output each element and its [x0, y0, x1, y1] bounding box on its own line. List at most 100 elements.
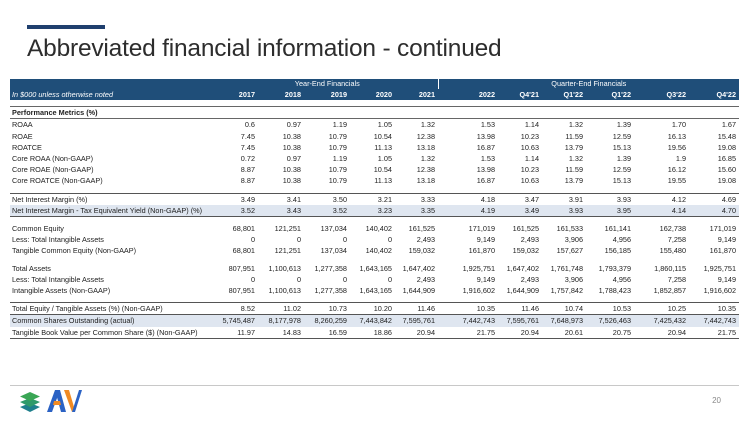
table-cell: 3.52: [217, 204, 258, 218]
table-cell: 1,647,402: [506, 263, 540, 273]
table-cell: 10.38: [282, 142, 301, 152]
row-label: Tangible Book Value per Common Share ($)…: [10, 326, 217, 339]
table-row: Common Shares Outstanding (actual) 5,745,…: [10, 314, 740, 327]
table-cell: 0: [342, 235, 347, 245]
table-cell: 7,258: [667, 274, 687, 284]
table-cell: 1,793,379: [598, 263, 632, 273]
col-header: Q1'22: [542, 89, 587, 101]
table-cell: 159,032: [512, 246, 540, 256]
table-cell: 19.56: [667, 142, 687, 152]
table-row: Tangible Common Equity (Non-GAAP) 68,801 1…: [10, 245, 739, 256]
table-cell: 15.60: [717, 165, 737, 175]
row-label: Tangible Common Equity (Non-GAAP): [12, 246, 137, 256]
table-cell: 10.79: [328, 176, 347, 186]
table-cell: 2,493: [520, 274, 540, 284]
table-cell: 8.52: [217, 302, 258, 315]
table-cell: 13.79: [564, 176, 584, 186]
col-header: Q3'22: [634, 89, 690, 101]
table-cell: 1,852,857: [653, 286, 687, 296]
row-label: Net Interest Margin - Tax Equivalent Yie…: [10, 204, 217, 218]
table-cell: 11.97: [217, 326, 258, 339]
table-cell: 16.87: [476, 142, 496, 152]
table-cell: 4.14: [634, 204, 690, 218]
table-cell: 137,034: [320, 246, 347, 256]
table-cell: 3.33: [395, 192, 439, 205]
table-cell: 161,525: [408, 224, 436, 234]
table-cell: 0: [250, 274, 255, 284]
table-cell: 0: [387, 274, 392, 284]
table-cell: 0: [296, 274, 301, 284]
table-cell: 1,761,748: [550, 263, 584, 273]
table-cell: 0: [387, 235, 392, 245]
table-cell: 7,526,463: [586, 314, 635, 327]
table-cell: 8,260,259: [304, 314, 350, 327]
table-cell: 1.32: [568, 120, 584, 130]
row-label: Net Interest Margin (%): [10, 192, 217, 205]
table-cell: 3,906: [564, 235, 584, 245]
col-header: 2020: [350, 89, 395, 101]
table-cell: 0.97: [286, 154, 301, 164]
table-cell: 1,277,358: [314, 286, 347, 296]
table-cell: 161,870: [468, 246, 496, 256]
table-cell: 3.49: [217, 192, 258, 205]
table-cell: 21.75: [438, 326, 499, 339]
table-cell: 19.55: [667, 176, 687, 186]
table-cell: 10.35: [689, 302, 740, 315]
row-label: Less: Total Intangible Assets: [12, 274, 104, 284]
table-cell: 20.94: [395, 326, 439, 339]
col-header: 2018: [258, 89, 304, 101]
table-cell: 2,493: [416, 274, 436, 284]
table-cell: 8,177,978: [258, 314, 304, 327]
table-row: Intangible Assets (Non-GAAP) 807,951 1,100…: [10, 285, 739, 296]
table-cell: 11.59: [565, 131, 584, 141]
table-cell: 12.38: [416, 131, 436, 141]
table-cell: 15.13: [612, 176, 632, 186]
table-cell: 3.35: [395, 204, 439, 218]
table-cell: 10.20: [350, 302, 395, 315]
table-cell: 11.59: [565, 165, 584, 175]
table-cell: 10.79: [328, 165, 347, 175]
col-header: Q4'22: [689, 89, 740, 101]
table-cell: 0: [296, 235, 301, 245]
section-title: Performance Metrics (%): [10, 106, 740, 120]
table-row: ROAA 0.6 0.97 1.19 1.05 1.32 1.53 1.14 1.32 1.39 1…: [10, 119, 739, 131]
table-cell: 19.08: [717, 142, 737, 152]
table-cell: 13.98: [476, 165, 496, 175]
table-cell: 140,402: [365, 224, 392, 234]
table-cell: 156,185: [604, 246, 632, 256]
table-cell: 12.59: [612, 165, 632, 175]
table-cell: 10.63: [520, 176, 540, 186]
table-cell: 3.52: [304, 204, 350, 218]
table-cell: 5,745,487: [217, 314, 258, 327]
table-cell: 10.53: [586, 302, 635, 315]
table-cell: 121,251: [274, 246, 301, 256]
table-cell: 1.32: [420, 154, 436, 164]
table-cell: 4,956: [612, 235, 632, 245]
table-cell: 11.13: [374, 142, 392, 152]
table-cell: 11.46: [395, 302, 439, 315]
table-cell: 16.87: [476, 176, 496, 186]
table-cell: 10.73: [304, 302, 350, 315]
table-cell: 0: [250, 235, 255, 245]
table-cell: 7.45: [240, 142, 255, 152]
table-cell: 3.49: [498, 204, 543, 218]
table-cell: 7,442,743: [689, 314, 740, 327]
table-cell: 3.50: [304, 192, 350, 205]
table-cell: 7,425,432: [634, 314, 690, 327]
table-cell: 16.85: [717, 154, 737, 164]
table-cell: 20.94: [498, 326, 543, 339]
table-cell: 3.95: [586, 204, 635, 218]
table-cell: 19.08: [717, 176, 737, 186]
table-cell: 13.18: [416, 176, 436, 186]
table-cell: 7.45: [240, 131, 255, 141]
table-cell: 1,643,165: [359, 263, 392, 273]
layers-logo-icon: [20, 392, 40, 412]
table-cell: 20.94: [634, 326, 690, 339]
table-cell: 11.13: [374, 176, 392, 186]
table-cell: 161,533: [556, 224, 584, 234]
table-row: ROAE 7.45 10.38 10.79 10.54 12.38 13.98 10.23 11…: [10, 131, 739, 142]
row-label: ROATCE: [12, 142, 42, 152]
table-cell: 12.38: [416, 165, 436, 175]
table-cell: 161,525: [512, 224, 540, 234]
table-cell: 10.54: [373, 131, 392, 141]
